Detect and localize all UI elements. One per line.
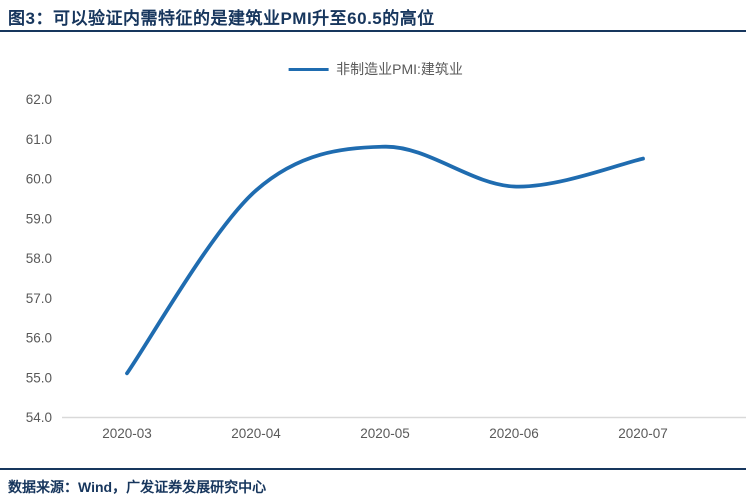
x-tick-label: 2020-03 — [102, 426, 152, 441]
footer-topline — [0, 468, 746, 470]
y-tick-label: 60.0 — [26, 172, 52, 187]
y-tick-label: 59.0 — [26, 211, 52, 226]
y-tick-label: 61.0 — [26, 132, 52, 147]
y-tick-label: 62.0 — [26, 92, 52, 107]
data-source-note: 数据来源：Wind，广发证券发展研究中心 — [8, 479, 267, 495]
x-tick-label: 2020-04 — [231, 426, 281, 441]
pmi-series-line — [125, 144, 645, 376]
y-tick-label: 55.0 — [26, 370, 52, 385]
y-tick-label: 56.0 — [26, 331, 52, 346]
x-tick-label: 2020-07 — [618, 426, 668, 441]
x-tick-label: 2020-06 — [489, 426, 539, 441]
legend-label: 非制造业PMI:建筑业 — [336, 61, 463, 77]
legend: 非制造业PMI:建筑业 — [288, 59, 463, 79]
figure-title: 图3：可以验证内需特征的是建筑业PMI升至60.5的高位 — [8, 9, 435, 28]
y-tick-label: 57.0 — [26, 291, 52, 306]
y-tick-label: 58.0 — [26, 251, 52, 266]
title-underline — [0, 30, 746, 32]
y-tick-label: 54.0 — [26, 410, 52, 425]
legend-line-marker — [288, 67, 329, 71]
x-tick-label: 2020-05 — [360, 426, 410, 441]
